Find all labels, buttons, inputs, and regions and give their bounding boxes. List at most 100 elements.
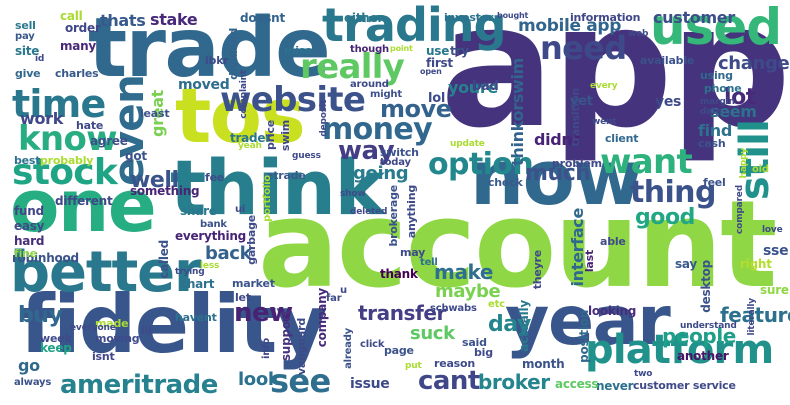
word-platform: platform bbox=[585, 327, 774, 373]
word-seem: seem bbox=[710, 102, 757, 121]
word-available: available bbox=[640, 54, 695, 67]
word-change: change bbox=[718, 53, 790, 74]
word-schwabs: schwabs bbox=[430, 303, 477, 314]
word-using: using bbox=[700, 69, 733, 82]
word-better: better bbox=[10, 240, 202, 305]
word-used: used bbox=[650, 0, 782, 56]
word-trade: trade bbox=[88, 1, 331, 96]
word-website: website bbox=[220, 80, 366, 120]
word-data: data bbox=[700, 107, 723, 117]
word-move: move bbox=[380, 95, 452, 123]
word-fund: fund bbox=[14, 204, 44, 218]
word-already: already bbox=[343, 328, 354, 369]
word-vanguard: vanguard bbox=[295, 318, 308, 376]
word-miss: miss bbox=[284, 44, 312, 57]
word-lol: lol bbox=[428, 91, 446, 106]
word-want: want bbox=[600, 142, 693, 182]
word-garbage: garbage bbox=[245, 215, 258, 265]
word-deleted: deleted bbox=[350, 207, 388, 217]
word-etrade: etrade bbox=[266, 169, 306, 182]
word-yes: yes bbox=[655, 94, 682, 110]
word-bad: bad bbox=[472, 79, 499, 94]
word-stock: stock bbox=[12, 152, 118, 193]
word-less: less bbox=[200, 261, 220, 271]
word-money: money bbox=[322, 112, 433, 147]
word-think: think bbox=[170, 143, 385, 232]
word-week: week bbox=[40, 332, 72, 345]
word-ibkr: ibkr bbox=[205, 54, 229, 67]
word-point: point bbox=[390, 44, 413, 53]
word-tell: tell bbox=[420, 257, 438, 268]
word-broker: broker bbox=[478, 370, 550, 394]
word-complaint: complaint bbox=[239, 70, 249, 119]
word-problem: problem bbox=[552, 157, 602, 170]
word-info: info bbox=[261, 338, 272, 359]
word-web: web bbox=[628, 29, 649, 39]
word-understand: understand bbox=[680, 321, 737, 331]
word-month: month bbox=[522, 357, 565, 371]
word-said: said bbox=[462, 336, 487, 349]
word-fidelity: fidelity bbox=[20, 278, 328, 371]
word-sell: sell bbox=[15, 19, 36, 32]
word-every: every bbox=[590, 81, 618, 91]
word-actually: actually bbox=[517, 300, 531, 352]
word-charles: charles bbox=[55, 67, 99, 80]
word-one: one bbox=[10, 164, 157, 248]
word-mobile-app: mobile app bbox=[518, 16, 622, 36]
word-site: site bbox=[15, 44, 40, 58]
word-theyre: theyre bbox=[531, 250, 544, 290]
word-another: another bbox=[677, 349, 729, 363]
word-thinkorswim: thinkorswim bbox=[508, 58, 527, 166]
word-youre: youre bbox=[448, 78, 498, 97]
word-portfolio: portfolio bbox=[262, 175, 273, 222]
word-tos: tos bbox=[175, 71, 306, 160]
word-everything: everything bbox=[175, 229, 246, 243]
word-moving: moving bbox=[95, 332, 140, 345]
word-put: put bbox=[405, 361, 422, 371]
word-call: call bbox=[60, 9, 83, 23]
word-issue: issue bbox=[350, 376, 390, 392]
word-robinhood: robinhood bbox=[12, 251, 79, 265]
word-need: need bbox=[540, 29, 627, 67]
word-much: much bbox=[525, 161, 591, 186]
word-lot: lot bbox=[724, 85, 756, 110]
word-right: right bbox=[740, 257, 772, 271]
word-new: new bbox=[234, 298, 293, 328]
word-love: love bbox=[762, 225, 783, 235]
word-support: support bbox=[279, 310, 293, 362]
word-got: got bbox=[125, 149, 147, 163]
word-information: information bbox=[570, 11, 641, 24]
word-stake: stake bbox=[150, 10, 198, 29]
word-maybe: maybe bbox=[435, 281, 501, 302]
word-update: update bbox=[450, 139, 485, 149]
word-always: always bbox=[14, 377, 52, 388]
word-see: see bbox=[270, 362, 331, 400]
word-something: something bbox=[130, 184, 200, 198]
word-compared: compared bbox=[735, 185, 745, 234]
word-etc: etc bbox=[488, 299, 505, 310]
word-thing: thing bbox=[630, 175, 716, 210]
word-say: say bbox=[675, 257, 697, 271]
word-anything: anything bbox=[405, 185, 418, 239]
word-phone: phone bbox=[704, 82, 742, 95]
word-transition: transition bbox=[569, 88, 582, 147]
word-desktop: desktop bbox=[699, 260, 713, 313]
word-best: best bbox=[14, 154, 41, 167]
word-made: made bbox=[95, 317, 129, 330]
word-feel: feel bbox=[703, 176, 726, 189]
word-cant: cant bbox=[418, 366, 480, 396]
word-sure: sure bbox=[760, 283, 789, 297]
word-app: app bbox=[440, 0, 790, 166]
word-order: order bbox=[65, 21, 101, 35]
word-though: though bbox=[350, 44, 389, 55]
word-ill: ill bbox=[141, 324, 152, 337]
word-use: use bbox=[426, 44, 450, 58]
word-suck: suck bbox=[410, 323, 455, 344]
word-dividend: dividend bbox=[227, 28, 240, 80]
word-first: first bbox=[426, 56, 453, 70]
word-called: called bbox=[157, 240, 171, 279]
word-last: last bbox=[583, 250, 596, 273]
word-well: well bbox=[130, 168, 179, 193]
word-literally: literally bbox=[747, 298, 757, 336]
